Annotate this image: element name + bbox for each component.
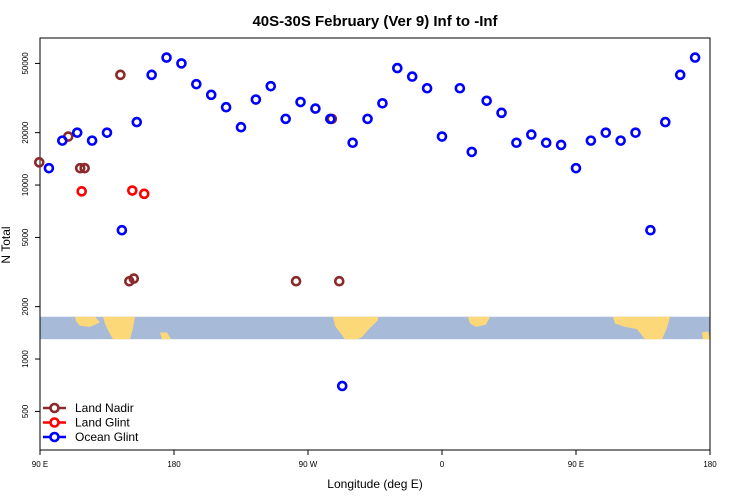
- land-nadir-point-1: [115, 69, 126, 81]
- chart-title: 40S-30S February (Ver 9) Inf to -Inf: [252, 13, 498, 30]
- land-mass-4: [468, 316, 490, 327]
- x-tick-label-2: 90 W: [299, 460, 318, 469]
- y-axis: 500 1000 2000 5000 10000 20000 50000: [21, 52, 40, 418]
- ocean-glint-point-11: [205, 89, 217, 101]
- x-tick-label-3: 0: [440, 460, 445, 469]
- map-ocean: [40, 316, 710, 340]
- legend-marker-land-glint: [49, 417, 60, 428]
- ocean-glint-point-0: [43, 162, 55, 174]
- y-tick-label-1: 1000: [21, 350, 30, 368]
- ocean-glint-point-40: [630, 127, 641, 138]
- ocean-glint-point-22: [362, 113, 373, 125]
- y-tick-label-2: 2000: [21, 297, 30, 315]
- land-mass-1: [103, 316, 135, 340]
- ocean-glint-point-24: [392, 62, 403, 74]
- y-tick-label-0: 500: [21, 404, 30, 418]
- ocean-glint-point-33: [526, 129, 537, 140]
- x-tick-label-5: 180: [703, 460, 717, 469]
- land-glint-point-0: [76, 186, 87, 197]
- ocean-glint-point-34: [540, 137, 552, 149]
- ocean-glint-point-13: [235, 121, 247, 133]
- ocean-glint-point-10: [191, 78, 202, 90]
- y-tick-label-5: 20000: [21, 121, 30, 144]
- land-mass-0: [75, 316, 100, 327]
- ocean-glint-point-2: [71, 127, 83, 138]
- ocean-glint-point-16: [280, 113, 291, 125]
- map-strip: [40, 316, 710, 340]
- x-tick-label-0: 90 E: [32, 460, 48, 469]
- ocean-glint-point-27: [436, 131, 448, 142]
- land-mass-6: [702, 331, 710, 340]
- x-axis-label: Longitude (deg E): [327, 477, 422, 491]
- land-nadir-point-9: [290, 275, 302, 287]
- land-nadir-point-3: [79, 162, 90, 174]
- legend-label-ocean-glint: Ocean Glint: [75, 430, 139, 444]
- ocean-glint-point-43: [674, 69, 686, 81]
- legend-marker-land-nadir: [49, 402, 60, 414]
- y-tick-label-3: 5000: [21, 228, 30, 246]
- ocean-glint-point-7: [146, 69, 157, 81]
- land-nadir-point-8: [333, 275, 345, 287]
- ocean-glint-point-1: [57, 135, 68, 146]
- land-mass-3: [333, 316, 378, 340]
- ocean-glint-point-18: [310, 103, 321, 114]
- ocean-glint-point-15: [265, 80, 277, 92]
- ocean-glint-point-35: [555, 139, 567, 151]
- land-mass-2: [160, 332, 171, 340]
- ocean-glint-point-31: [496, 107, 507, 119]
- legend-label-land-glint: Land Glint: [75, 416, 130, 430]
- plot-frame: [39, 37, 711, 451]
- ocean-glint-point-5: [116, 224, 128, 236]
- ocean-glint-point-9: [176, 58, 187, 69]
- ocean-glint-point-44: [689, 52, 701, 63]
- ocean-glint-point-4: [101, 127, 113, 138]
- land-nadir-point-6: [128, 273, 140, 284]
- ocean-glint-point-14: [250, 94, 262, 105]
- ocean-glint-point-6: [131, 116, 143, 128]
- ocean-glint-point-8: [161, 52, 172, 63]
- ocean-glint-point-23: [377, 97, 388, 109]
- ocean-glint-point-39: [615, 135, 626, 146]
- land-nadir-point-5: [33, 157, 45, 168]
- legend-marker-ocean-glint: [49, 431, 60, 443]
- ocean-glint-point-36: [570, 162, 582, 174]
- ocean-glint-point-17: [295, 96, 306, 108]
- x-tick-label-1: 180: [167, 460, 181, 469]
- land-mass-5: [613, 316, 670, 340]
- y-tick-label-4: 10000: [21, 173, 30, 196]
- ocean-glint-point-19: [325, 113, 336, 125]
- ocean-glint-point-25: [406, 71, 418, 82]
- ocean-glint-point-38: [600, 127, 612, 138]
- land-nadir-point-0: [74, 162, 86, 174]
- ocean-glint-point-42: [660, 116, 671, 128]
- data-points: [33, 52, 701, 392]
- x-axis: 90 E 180 90 W 0 90 E 180: [32, 450, 717, 469]
- ocean-glint-point-20: [336, 380, 348, 392]
- map-land: [75, 316, 710, 340]
- y-tick-label-6: 50000: [21, 52, 30, 75]
- ocean-glint-point-3: [86, 135, 98, 146]
- ocean-glint-point-12: [220, 101, 232, 113]
- legend-label-land-nadir: Land Nadir: [75, 401, 134, 415]
- ocean-glint-point-21: [347, 137, 358, 149]
- ocean-glint-point-32: [511, 137, 522, 149]
- ocean-glint-point-37: [585, 135, 597, 146]
- x-tick-label-4: 90 E: [568, 460, 584, 469]
- ocean-glint-point-26: [421, 82, 433, 94]
- land-glint-point-1: [127, 185, 138, 196]
- ocean-glint-point-29: [466, 146, 478, 158]
- y-axis-label: N Total: [0, 226, 13, 263]
- land-glint-point-2: [138, 188, 150, 200]
- ocean-glint-point-41: [645, 224, 656, 236]
- ocean-glint-point-30: [481, 95, 492, 107]
- ocean-glint-point-28: [454, 82, 466, 94]
